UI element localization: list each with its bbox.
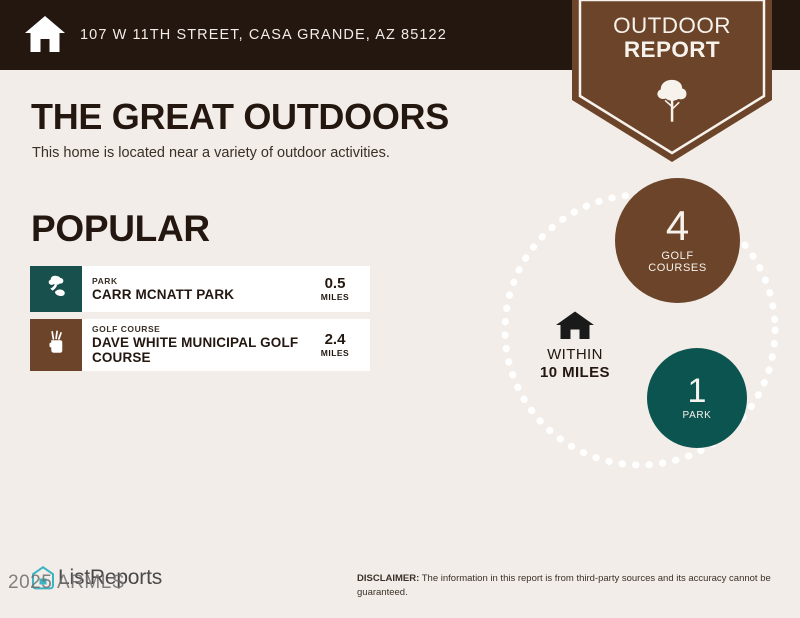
caption-line-1: WITHIN bbox=[547, 346, 603, 363]
stat-label: PARK bbox=[682, 409, 712, 421]
list-item-name: CARR MCNATT PARK bbox=[92, 286, 235, 302]
house-logo-icon bbox=[30, 565, 56, 591]
list-item[interactable]: PARK CARR MCNATT PARK 0.5 MILES bbox=[30, 266, 370, 312]
page-title: THE GREAT OUTDOORS bbox=[31, 96, 449, 137]
list-item-texts: GOLF COURSE DAVE WHITE MUNICIPAL GOLF CO… bbox=[92, 324, 308, 366]
list-item-body: GOLF COURSE DAVE WHITE MUNICIPAL GOLF CO… bbox=[82, 319, 370, 371]
list-item-name: DAVE WHITE MUNICIPAL GOLF COURSE bbox=[92, 334, 299, 366]
list-item-distance-value: 0.5 bbox=[324, 274, 346, 292]
house-icon bbox=[555, 310, 595, 340]
popular-list: PARK CARR MCNATT PARK 0.5 MILES bbox=[30, 266, 370, 378]
within-radius-infographic: 4 GOLF COURSES 1 PARK WITHIN 10 MILES bbox=[455, 170, 800, 500]
list-item-texts: PARK CARR MCNATT PARK bbox=[92, 276, 308, 302]
page-subtitle: This home is located near a variety of o… bbox=[32, 145, 390, 161]
mls-watermark: 2025 ARMLS bbox=[8, 572, 125, 593]
stat-count: 4 bbox=[665, 201, 690, 249]
stat-label: GOLF COURSES bbox=[648, 250, 707, 275]
list-item-distance-value: 2.4 bbox=[324, 330, 346, 348]
list-item-body: PARK CARR MCNATT PARK 0.5 MILES bbox=[82, 266, 370, 312]
list-item-icon-tile bbox=[30, 319, 82, 371]
park-icon bbox=[43, 273, 70, 305]
list-item-category: PARK bbox=[92, 275, 118, 286]
tree-icon bbox=[657, 79, 687, 122]
list-item-distance-unit: MILES bbox=[320, 292, 350, 303]
golf-bag-icon bbox=[43, 329, 70, 361]
house-icon bbox=[24, 14, 66, 54]
caption-line-2: 10 MILES bbox=[540, 364, 610, 381]
list-item-category: GOLF COURSE bbox=[92, 324, 161, 334]
listreports-logo[interactable]: ListReports bbox=[30, 565, 162, 591]
disclaimer-label: DISCLAIMER: bbox=[357, 573, 420, 584]
stat-bubble-golf-courses: 4 GOLF COURSES bbox=[615, 178, 740, 303]
stat-bubble-park: 1 PARK bbox=[647, 348, 747, 448]
disclaimer-text: The information in this report is from t… bbox=[357, 573, 771, 598]
list-item-distance: 0.5 MILES bbox=[308, 274, 370, 303]
list-item-icon-tile bbox=[30, 266, 82, 312]
within-radius-caption: WITHIN 10 MILES bbox=[495, 346, 655, 382]
logo-wordmark: ListReports bbox=[58, 566, 163, 589]
stat-label-line-2: COURSES bbox=[648, 262, 707, 275]
stat-count: 1 bbox=[687, 371, 707, 410]
outdoor-report-badge: OUTDOOR REPORT bbox=[572, 0, 772, 162]
list-item-distance-unit: MILES bbox=[320, 348, 350, 359]
list-item-distance: 2.4 MILES bbox=[308, 330, 370, 359]
stat-label-line-1: GOLF bbox=[661, 249, 694, 262]
popular-heading: POPULAR bbox=[31, 208, 210, 249]
disclaimer: DISCLAIMER: The information in this repo… bbox=[357, 572, 777, 600]
property-address: 107 W 11TH STREET, CASA GRANDE, AZ 85122 bbox=[80, 27, 447, 43]
list-item[interactable]: GOLF COURSE DAVE WHITE MUNICIPAL GOLF CO… bbox=[30, 319, 370, 371]
